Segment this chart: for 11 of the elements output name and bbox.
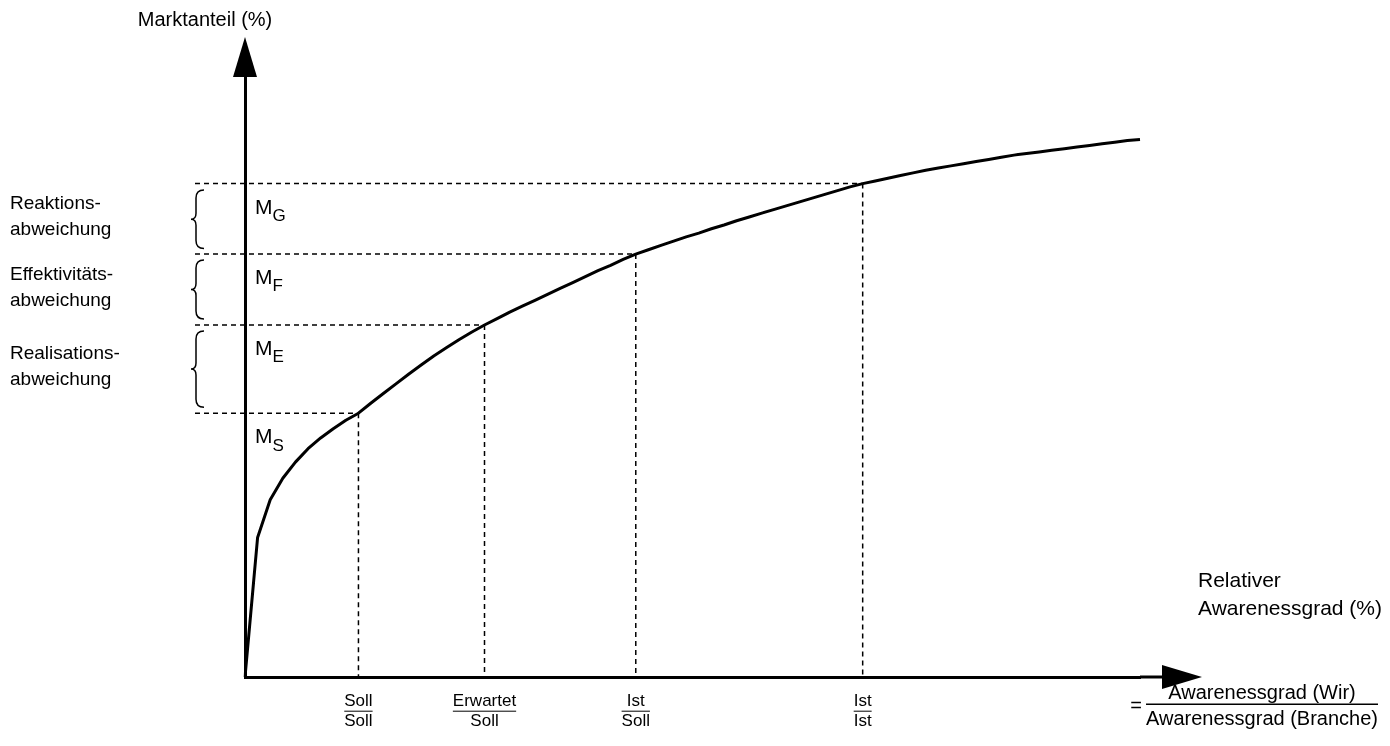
x-tick-label: Erwartet Soll <box>452 691 517 731</box>
x-tick-label: Ist Soll <box>621 691 650 731</box>
text: = <box>1130 694 1143 717</box>
text: Marktanteil (%) <box>137 7 273 30</box>
x-tick-label: Ist Ist <box>853 691 872 731</box>
text: Realisations-abweichung <box>10 342 120 390</box>
text: Effektivitäts-abweichung <box>10 262 114 310</box>
text: Reaktions-abweichung <box>10 191 112 239</box>
x-tick-label: Soll Soll <box>344 691 373 731</box>
x-axis-title: Relativer Awarenessgrad (%) <box>1198 568 1383 620</box>
text: Awarenessgrad (Wir) Awarenessgrad (Branche) <box>1146 681 1379 730</box>
